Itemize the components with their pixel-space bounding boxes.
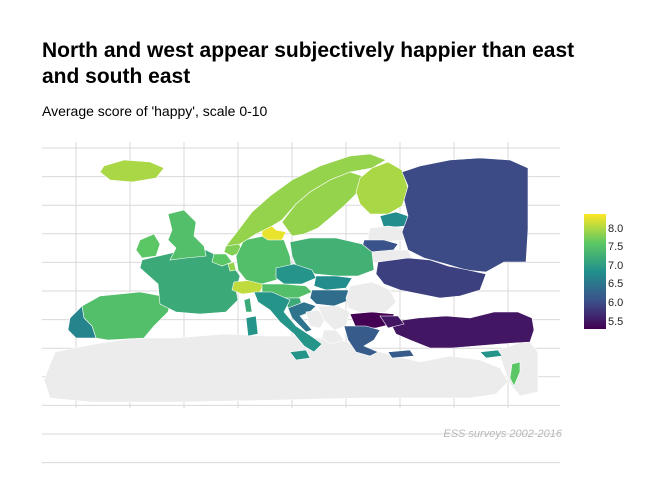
region-albania <box>321 329 345 345</box>
region-greece <box>343 325 381 357</box>
region-estonia <box>379 211 409 229</box>
source-caption: ESS surveys 2002-2016 <box>443 428 562 440</box>
region-italy <box>253 291 323 353</box>
region-spain <box>81 291 173 341</box>
map-regions <box>43 153 539 403</box>
region-turkey <box>389 311 535 349</box>
legend-tick-label: 8.0 <box>608 222 624 235</box>
region-sicily <box>289 349 311 361</box>
region-latvia <box>367 225 405 243</box>
region-ireland <box>135 233 161 259</box>
region-russia <box>401 157 529 273</box>
region-crete <box>387 349 415 359</box>
region-ukraine <box>375 257 487 299</box>
region-iceland <box>99 159 165 183</box>
region-cyprus <box>479 349 503 359</box>
legend-tick-label: 6.0 <box>608 297 624 310</box>
legend-tick-label: 7.0 <box>608 259 624 272</box>
region-sweden <box>281 171 363 237</box>
region-bosnia <box>305 309 327 329</box>
region-luxembourg <box>227 261 237 272</box>
region-turkey-thrace <box>379 315 405 329</box>
region-united-kingdom <box>167 209 207 261</box>
region-romania <box>345 281 397 315</box>
legend-tick-label: 6.5 <box>608 278 624 291</box>
region-croatia <box>287 301 317 333</box>
region-belgium <box>211 253 233 267</box>
legend-colorbar <box>584 214 606 329</box>
region-corsica <box>243 297 253 313</box>
region-slovakia <box>313 275 353 291</box>
region-portugal <box>67 305 97 339</box>
chart-title: North and west appear subjectively happi… <box>42 39 575 88</box>
legend-tick-label: 7.5 <box>608 241 624 254</box>
chart-subtitle: Average score of 'happy', scale 0-10 <box>42 103 268 119</box>
color-legend: 8.0 7.5 7.0 6.5 6.0 5.5 <box>584 214 644 334</box>
region-north-africa <box>43 333 509 403</box>
region-israel <box>509 361 521 387</box>
legend-tick-label: 5.5 <box>608 315 624 328</box>
region-finland <box>355 161 409 215</box>
region-hungary <box>309 289 351 307</box>
region-sardinia <box>245 315 259 337</box>
region-czechia <box>275 263 317 285</box>
